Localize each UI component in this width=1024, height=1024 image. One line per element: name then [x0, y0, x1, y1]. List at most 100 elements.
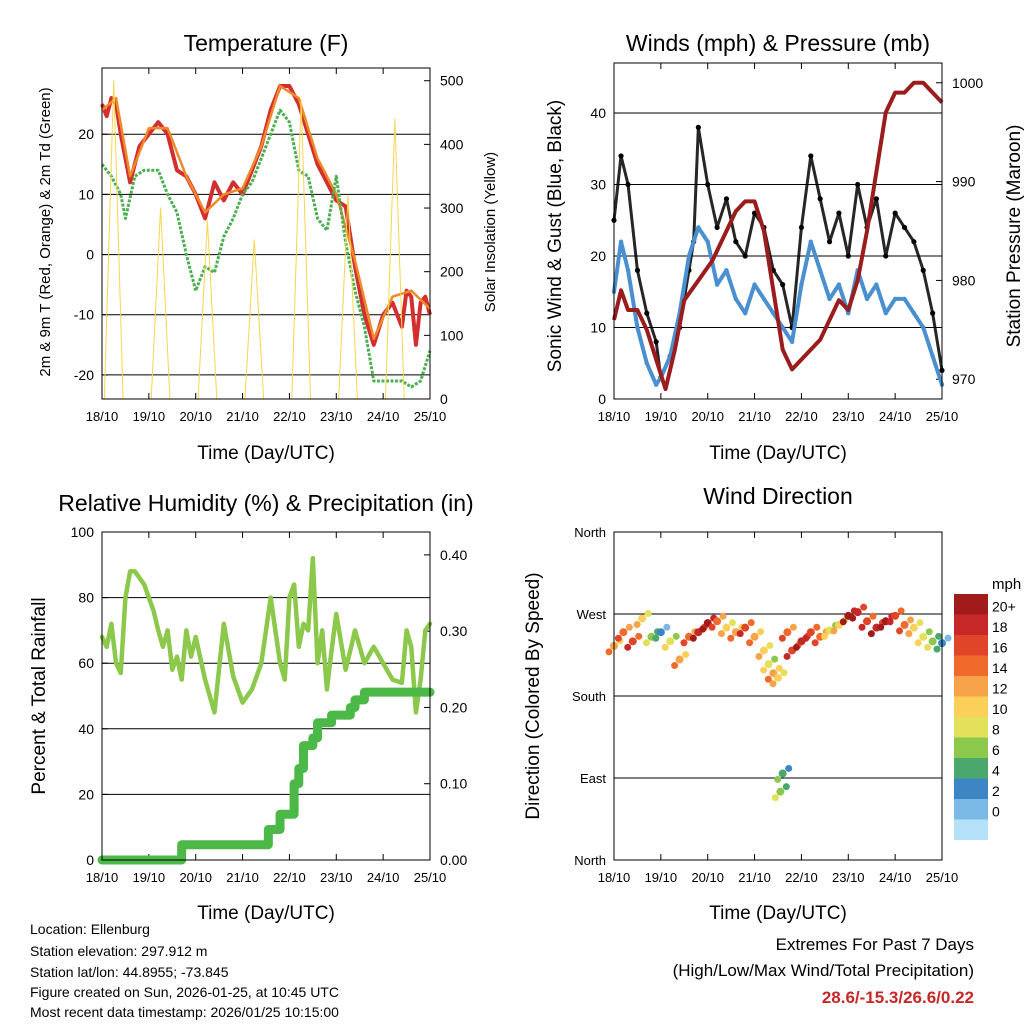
plot-border	[101, 531, 431, 861]
direction-point	[682, 651, 690, 659]
direction-point	[624, 643, 632, 651]
colorbar-swatch	[954, 737, 988, 758]
gust-point	[855, 181, 861, 188]
direction-point	[628, 637, 637, 646]
direction-point	[858, 623, 866, 631]
humidity-ylabel: Percent & Total Rainfall	[29, 597, 50, 794]
gust-point	[930, 310, 936, 316]
gust-point	[798, 224, 805, 231]
x-tick-label: 25/10	[414, 409, 447, 424]
wind-point	[635, 325, 640, 330]
gust-point	[873, 196, 880, 202]
wind-point	[864, 296, 870, 302]
x-tick-label: 23/10	[832, 870, 865, 885]
direction-point	[719, 612, 727, 620]
x-tick-label: 23/10	[320, 870, 353, 885]
y-right-tick-label: 100	[440, 327, 464, 343]
winds-ylabel: Sonic Wind & Gust (Blue, Black)	[545, 100, 566, 372]
direction-point	[860, 603, 868, 611]
y-tick-label: 40	[78, 721, 94, 737]
direction-point	[605, 648, 613, 656]
direction-point	[783, 652, 791, 660]
gust-point	[634, 267, 641, 273]
gust-point	[695, 124, 701, 130]
colorbar-label: 0	[992, 804, 1000, 820]
direction-point	[896, 627, 904, 635]
temperature-title: Temperature (F)	[184, 30, 349, 56]
series-9m-t	[101, 84, 431, 341]
direction-point	[905, 630, 913, 638]
direction-point	[708, 623, 716, 631]
direction-point	[759, 646, 768, 655]
colorbar-swatch	[954, 799, 988, 820]
direction-point	[671, 662, 679, 670]
x-tick-label: 22/10	[785, 409, 818, 424]
x-tick-label: 19/10	[133, 409, 166, 424]
x-tick-label: 25/10	[926, 870, 959, 885]
gust-point	[836, 210, 842, 216]
direction-point	[625, 623, 633, 631]
y-tick-label: West	[577, 607, 607, 622]
wind-point	[921, 325, 926, 330]
y-tick-label: 20	[590, 248, 606, 264]
direction-point	[806, 628, 815, 637]
extremes-subtitle: (High/Low/Max Wind/Total Precipitation)	[672, 961, 974, 980]
direction-point	[933, 645, 941, 653]
footer-created: Figure created on Sun, 2026-01-25, at 10…	[30, 984, 339, 1000]
y-tick-label: 0	[598, 391, 606, 407]
direction-point	[907, 616, 915, 624]
plot-border	[101, 67, 431, 400]
colorbar-swatch	[954, 758, 988, 779]
wind-point	[817, 268, 823, 273]
colorbar-swatch	[954, 635, 988, 656]
y-right-tick-label: 300	[440, 200, 464, 216]
wind-point	[743, 311, 748, 316]
gust-point	[817, 196, 823, 202]
y-right-tick-label: 0.10	[440, 776, 467, 792]
direction-point	[675, 655, 684, 664]
x-tick-label: 23/10	[832, 409, 865, 424]
humidity-title: Relative Humidity (%) & Precipitation (i…	[58, 490, 473, 516]
wind-point	[771, 311, 776, 316]
direction-point	[760, 666, 768, 674]
direction-point	[728, 619, 736, 627]
direction-point	[644, 610, 652, 618]
y-tick-label: 80	[78, 590, 94, 606]
direction-point	[813, 623, 821, 631]
wind-point	[625, 268, 631, 273]
direction-point	[614, 634, 622, 642]
colorbar-label: 20+	[992, 599, 1016, 615]
temperature-xlabel: Time (Day/UTC)	[197, 443, 335, 464]
winds-xlabel: Time (Day/UTC)	[709, 443, 847, 464]
x-tick-label: 22/10	[273, 870, 306, 885]
direction-point	[764, 660, 773, 669]
direction-plot: North East South West North 18/10 19/10 20/10 21…	[572, 525, 958, 885]
direction-point	[867, 630, 875, 638]
direction-point	[877, 623, 885, 631]
x-tick-label: 18/10	[598, 870, 631, 885]
y-right-tick-label: 200	[440, 264, 464, 280]
direction-ylabel: Direction (Colored By Speed)	[523, 572, 544, 819]
gust-point	[644, 310, 650, 316]
direction-xlabel: Time (Day/UTC)	[709, 903, 847, 924]
footer-latlon: Station lat/lon: 44.8955; -73.845	[30, 964, 229, 980]
direction-point	[741, 623, 750, 632]
footer-location: Location: Ellenburg	[30, 921, 150, 937]
colorbar-label: 18	[992, 619, 1008, 635]
direction-point	[755, 652, 763, 660]
gust-point	[808, 153, 814, 159]
y-tick-label: 30	[590, 177, 606, 193]
wind-point	[827, 296, 832, 302]
y-tick-label: 10	[590, 320, 606, 336]
winds-ylabel-right: Station Pressure (Maroon)	[1004, 125, 1024, 348]
x-tick-label: 21/10	[226, 870, 259, 885]
y-tick-label: South	[572, 689, 606, 704]
wind-point	[724, 268, 729, 273]
gust-point	[723, 196, 730, 202]
y-right-tick-label: 0.40	[440, 547, 467, 563]
gust-point	[892, 210, 898, 216]
direction-point	[919, 632, 928, 641]
wind-point	[705, 239, 710, 244]
wind-point	[836, 282, 842, 287]
